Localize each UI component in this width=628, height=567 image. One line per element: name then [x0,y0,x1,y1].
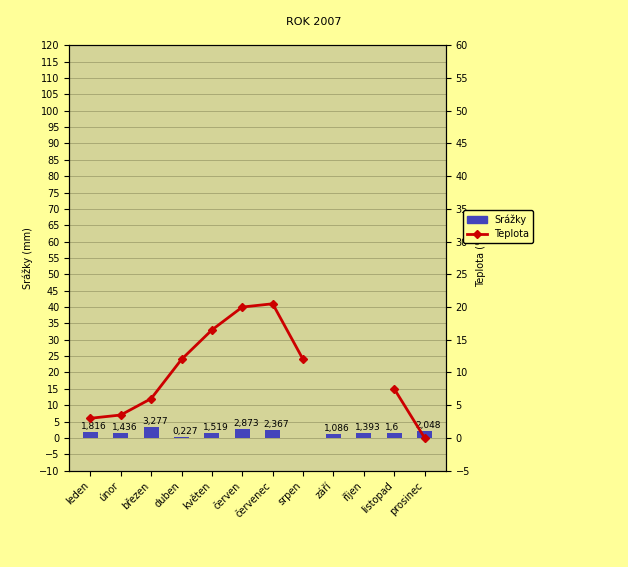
Teplota [148,395,155,402]
Bar [356,433,371,438]
Bar [144,427,159,438]
Text: 2,873: 2,873 [233,418,259,428]
Y-axis label: Teplota (°C): Teplota (°C) [475,230,485,286]
Legend: Srážky, Teplota: Srážky, Teplota [463,210,533,243]
Teplota [208,327,215,333]
Teplota [300,356,307,363]
Y-axis label: Srážky (mm): Srážky (mm) [23,227,33,289]
Teplota [117,412,124,418]
Text: 1,086: 1,086 [324,424,350,433]
Text: 1,6: 1,6 [385,422,399,431]
Teplota [178,356,185,363]
Teplota [87,415,94,422]
Bar [83,432,98,438]
Bar [204,433,220,438]
Text: 0,227: 0,227 [173,427,198,436]
Text: 2,048: 2,048 [416,421,441,430]
Bar [265,430,280,438]
Text: 1,816: 1,816 [81,422,107,431]
Text: 1,519: 1,519 [203,423,229,432]
Bar [113,433,128,438]
Text: 1,436: 1,436 [112,423,138,432]
Text: ROK 2007: ROK 2007 [286,17,342,27]
Text: 3,277: 3,277 [142,417,168,426]
Text: 2,367: 2,367 [264,420,289,429]
Bar [235,429,250,438]
Teplota [391,386,398,392]
Bar [387,433,402,438]
Bar [326,434,341,438]
Line: Teplota: Teplota [87,301,428,441]
Text: 1,393: 1,393 [355,424,381,433]
Bar [174,437,189,438]
Bar [417,431,432,438]
Teplota [421,434,428,441]
Teplota [269,301,276,307]
Teplota [239,304,246,311]
